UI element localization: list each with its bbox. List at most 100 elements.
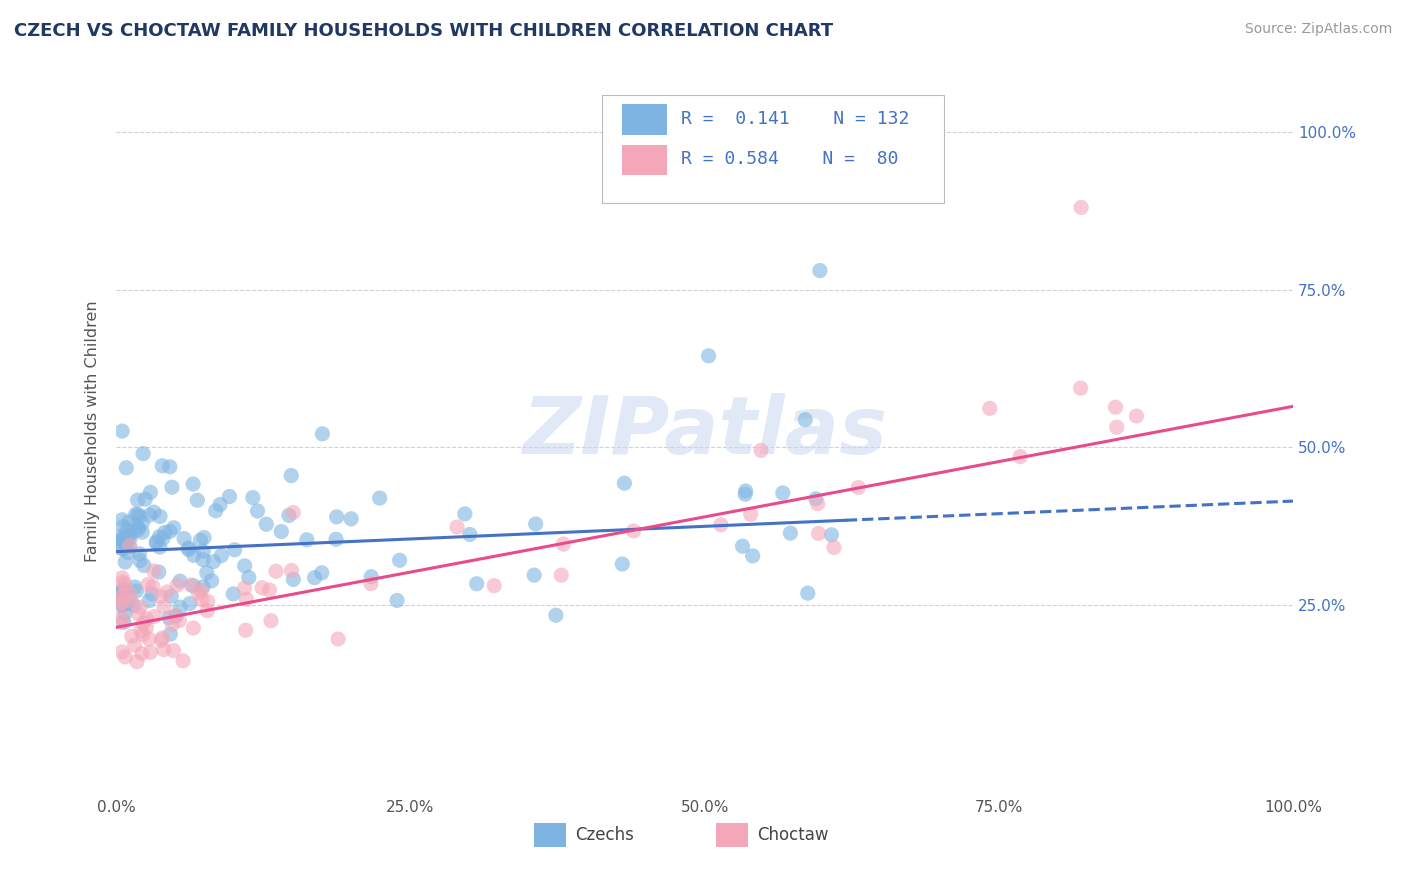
Point <box>132 627 155 641</box>
Point <box>197 594 219 608</box>
Point <box>218 490 240 504</box>
Point <box>118 540 141 554</box>
Point <box>808 263 831 277</box>
Point <box>233 558 256 573</box>
Point <box>148 565 170 579</box>
Point <box>458 527 481 541</box>
Point <box>111 610 134 624</box>
Point <box>128 508 150 523</box>
Point <box>172 654 194 668</box>
Point <box>111 587 134 601</box>
Point <box>283 573 305 587</box>
Point <box>846 481 869 495</box>
Point <box>120 594 142 608</box>
Point <box>129 624 152 638</box>
Point <box>142 505 165 519</box>
Point <box>311 566 333 580</box>
Point <box>295 533 318 547</box>
Point <box>152 642 174 657</box>
FancyBboxPatch shape <box>623 104 666 135</box>
Point <box>734 483 756 498</box>
Point <box>125 655 148 669</box>
Point <box>181 477 204 491</box>
Point <box>132 558 155 573</box>
Point <box>749 443 772 458</box>
Point <box>124 508 146 522</box>
Point <box>131 525 153 540</box>
Point <box>235 592 257 607</box>
Point <box>111 645 134 659</box>
Point <box>180 578 202 592</box>
Point <box>326 632 349 646</box>
Point <box>325 533 347 547</box>
Point <box>138 508 160 523</box>
Point <box>157 611 180 625</box>
Point <box>142 564 165 578</box>
Point <box>465 576 488 591</box>
Point <box>259 583 281 598</box>
Point <box>111 424 134 438</box>
Point <box>177 542 200 557</box>
Point <box>979 401 1001 416</box>
Point <box>114 555 136 569</box>
Point <box>153 525 176 540</box>
Point <box>260 614 283 628</box>
Point <box>209 498 232 512</box>
Point <box>264 564 287 578</box>
Point <box>127 607 149 621</box>
Point <box>553 537 575 551</box>
Point <box>169 600 191 615</box>
Point <box>111 533 134 547</box>
Point <box>193 531 215 545</box>
Point <box>311 426 333 441</box>
Text: Choctaw: Choctaw <box>758 826 830 845</box>
Point <box>1105 420 1128 434</box>
Point <box>149 590 172 604</box>
Point <box>111 596 134 610</box>
Point <box>446 520 468 534</box>
Point <box>454 507 477 521</box>
Point <box>111 541 134 556</box>
Point <box>181 579 204 593</box>
Point <box>280 564 302 578</box>
Point <box>111 513 134 527</box>
Point <box>111 571 134 585</box>
Point <box>111 575 134 590</box>
Point <box>183 621 205 635</box>
Point <box>183 549 205 563</box>
Point <box>114 577 136 591</box>
Point <box>186 493 208 508</box>
Point <box>779 526 801 541</box>
Text: Czechs: Czechs <box>575 826 634 845</box>
Point <box>697 349 720 363</box>
Point <box>159 524 181 539</box>
Point <box>111 597 134 611</box>
Point <box>112 615 135 630</box>
Point <box>127 493 149 508</box>
Text: R =  0.141    N = 132: R = 0.141 N = 132 <box>681 110 910 128</box>
Point <box>623 524 645 538</box>
Point <box>195 604 218 618</box>
Point <box>388 553 411 567</box>
Point <box>152 532 174 546</box>
Point <box>804 491 827 506</box>
Point <box>124 580 146 594</box>
Point <box>254 517 277 532</box>
Point <box>169 574 191 588</box>
Point <box>190 592 212 607</box>
Point <box>156 585 179 599</box>
Point <box>224 542 246 557</box>
FancyBboxPatch shape <box>717 823 748 847</box>
Point <box>125 517 148 532</box>
Point <box>117 546 139 560</box>
Point <box>201 574 224 588</box>
Point <box>138 593 160 607</box>
Point <box>165 609 187 624</box>
Point <box>115 460 138 475</box>
Point <box>114 606 136 620</box>
Point <box>190 583 212 598</box>
Point <box>112 588 135 602</box>
Point <box>135 612 157 626</box>
Point <box>121 629 143 643</box>
FancyBboxPatch shape <box>534 823 565 847</box>
